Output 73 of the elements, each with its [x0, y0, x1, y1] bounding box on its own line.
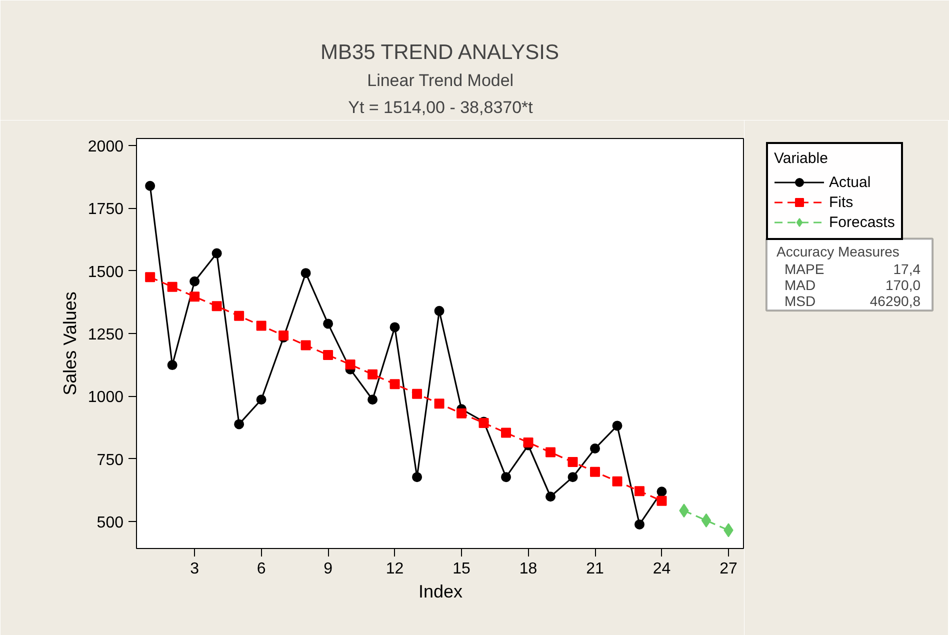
x-tick-label: 18 — [519, 560, 538, 578]
x-tick-label: 15 — [452, 560, 471, 578]
y-tick-label: 1500 — [88, 264, 124, 281]
point — [190, 292, 200, 302]
y-tick-label: 750 — [96, 452, 124, 469]
point — [523, 437, 534, 448]
x-axis-title: Index — [418, 582, 463, 602]
point — [234, 419, 244, 430]
point — [368, 394, 378, 405]
point — [167, 360, 178, 370]
point — [323, 318, 334, 329]
point — [546, 447, 556, 458]
x-tick-label: 12 — [386, 560, 404, 578]
point — [345, 360, 356, 370]
point — [234, 310, 244, 321]
point — [434, 306, 444, 316]
point — [212, 248, 222, 258]
point — [656, 496, 667, 506]
point — [590, 466, 600, 477]
point — [390, 379, 400, 390]
point — [634, 519, 644, 530]
point — [634, 486, 644, 496]
x-tick-label: 27 — [720, 560, 738, 578]
x-tick-label: 21 — [586, 560, 604, 578]
x-tick-label: 9 — [324, 560, 333, 578]
point — [212, 301, 222, 312]
legend-title: Variable — [774, 150, 829, 167]
point — [145, 180, 156, 191]
point — [590, 444, 600, 454]
point — [412, 388, 422, 399]
point — [568, 472, 578, 482]
point — [501, 472, 512, 482]
y-tick-label: 1750 — [88, 201, 124, 218]
y-tick-label: 1000 — [88, 389, 124, 406]
point — [300, 268, 311, 278]
text: MAPE — [784, 261, 824, 278]
x-tick-label: 3 — [190, 560, 200, 578]
point — [390, 322, 400, 332]
point — [612, 420, 622, 431]
point — [412, 472, 422, 482]
text: MSD — [784, 292, 816, 309]
point — [701, 513, 712, 528]
legend-label: Actual — [829, 174, 871, 190]
text: 17,4 — [893, 261, 921, 278]
point — [434, 398, 444, 409]
point — [323, 350, 334, 360]
text: 170,0 — [885, 276, 921, 293]
point — [612, 476, 622, 486]
text: MAD — [784, 276, 816, 293]
point — [568, 457, 578, 468]
point — [501, 428, 512, 438]
point — [256, 320, 266, 331]
point — [456, 408, 467, 418]
legend-label: Forecasts — [829, 214, 895, 230]
point — [368, 369, 378, 380]
y-tick-label: 2000 — [88, 138, 124, 156]
x-tick-label: 6 — [256, 560, 266, 578]
y-tick-label: 1250 — [88, 326, 124, 344]
legend-label: Fits — [829, 194, 854, 210]
point — [190, 276, 200, 286]
point — [546, 492, 556, 502]
point — [300, 340, 311, 350]
x-tick-label: 24 — [652, 560, 671, 578]
y-tick-label: 500 — [96, 514, 124, 532]
chart-subtitle: Linear Trend Model Yt = 1514,00 - 38,8370*t — [348, 71, 534, 117]
text: 46290,8 — [870, 292, 921, 309]
point — [656, 486, 667, 497]
point — [167, 282, 178, 292]
text: Accuracy Measures — [776, 244, 900, 260]
point — [256, 394, 266, 405]
point — [145, 272, 156, 282]
chart-title: MB35 TREND ANALYSIS — [320, 41, 559, 64]
y-axis-title: Sales Values — [60, 292, 80, 396]
